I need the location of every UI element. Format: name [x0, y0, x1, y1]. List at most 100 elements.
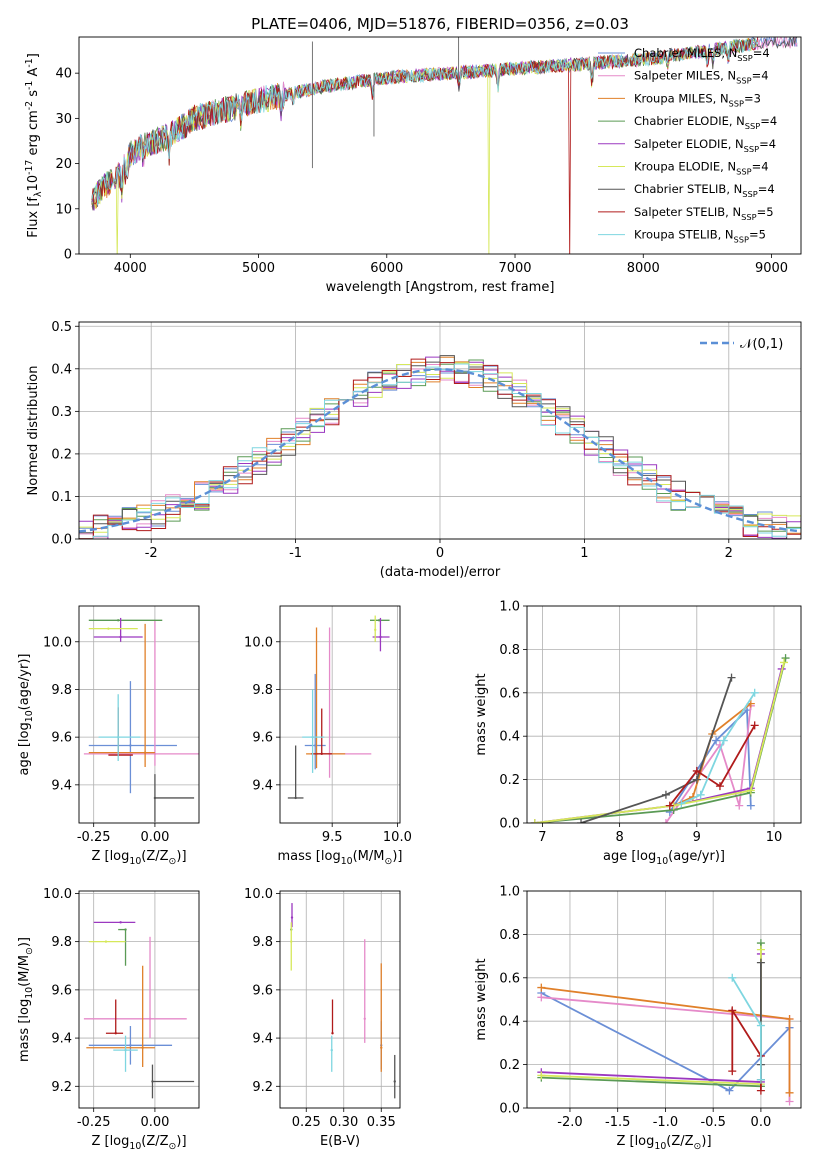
x-tick-label: 1 [580, 546, 588, 561]
legend-entry: Kroupa MILES, NSSP=3 [634, 91, 761, 108]
plot-area [83, 617, 199, 822]
x-tick-label: -2.0 [557, 1115, 582, 1130]
legend: Chabrier MILES, NSSP=4 Salpeter MILES, NS… [598, 46, 777, 245]
weight-line [665, 705, 752, 823]
x-axis-label: Z [log10(Z/Z⊙)] [616, 1134, 711, 1152]
weight-marker [756, 945, 765, 954]
weight-marker [746, 801, 755, 810]
legend-entry: Chabrier MILES, NSSP=4 [634, 46, 770, 63]
axes-frame [78, 321, 802, 540]
data-point [290, 916, 294, 919]
x-tick-label: 0.25 [292, 1115, 321, 1130]
x-axis-label: Z [log10(Z/Z⊙)] [91, 1134, 186, 1152]
weight-marker [661, 790, 670, 799]
x-axis-label: mass [log10(M/M⊙)] [278, 849, 403, 867]
weight-marker [677, 799, 686, 808]
spectrum-line [91, 37, 798, 211]
weight-marker [537, 983, 546, 992]
weight-line [541, 953, 762, 1083]
weight-marker [692, 766, 701, 775]
weight-marker [746, 786, 755, 795]
data-point [114, 1032, 117, 1035]
legend-entry: Salpeter ELODIE, NSSP=4 [634, 137, 776, 154]
weight-marker [696, 790, 705, 799]
weight-line [681, 692, 756, 805]
data-point [141, 1046, 144, 1049]
legend-entry: Kroupa ELODIE, NSSP=4 [634, 160, 769, 177]
x-tick-label: -0.5 [700, 1115, 725, 1130]
data-point [107, 627, 110, 630]
y-tick-label: 9.4 [252, 778, 273, 793]
y-tick-label: 9.2 [252, 1080, 273, 1095]
y-tick-label: 9.6 [252, 731, 273, 746]
data-point [363, 1017, 366, 1020]
x-axis-label: age [log10(age/yr)] [603, 849, 725, 867]
x-tick-label: 10 [766, 830, 783, 845]
data-point [379, 635, 382, 639]
data-point [119, 921, 122, 924]
x-tick-label: 0.35 [367, 1115, 396, 1130]
spectrum-line [91, 38, 759, 206]
x-tick-label: -1 [289, 546, 302, 561]
data-point [129, 1044, 132, 1047]
axes-frame [78, 605, 200, 824]
spectrum-line [91, 37, 759, 254]
legend-entry: Kroupa STELIB, NSSP=5 [634, 228, 766, 245]
weight-line [541, 949, 762, 1086]
y-tick-label: 9.6 [252, 983, 273, 998]
y-tick-label: 9.8 [51, 935, 72, 950]
y-tick-label: 20 [55, 157, 72, 172]
axes-residuals: -2 -1 0 1 2 0.0 0.1 0.2 0.3 0.4 0.5 (data-model)/er… [26, 320, 802, 580]
x-tick-label: 7 [538, 830, 546, 845]
weight-marker [728, 1067, 737, 1076]
weight-marker [781, 654, 790, 663]
y-axis-label: age [log10(age/yr)] [17, 654, 35, 776]
y-tick-label: 10.0 [43, 635, 72, 650]
x-tick-label: 9 [693, 830, 701, 845]
data-point [124, 1048, 127, 1052]
data-point [330, 1048, 333, 1052]
y-tick-label: 0.5 [51, 320, 72, 335]
y-axis-label: Normed distribution [26, 366, 41, 496]
weight-marker [537, 993, 546, 1002]
figure-title: PLATE=0406, MJD=51876, FIBERID=0356, z=0… [251, 15, 629, 33]
data-point [129, 744, 132, 747]
axes-age_vs_Z: -0.25 0.00 9.4 9.6 9.8 10.0 Z [log10(Z/Z⊙)] age… [17, 605, 200, 867]
weight-line [580, 677, 733, 823]
x-tick-label: 9000 [755, 261, 788, 276]
y-tick-label: 9.4 [51, 778, 72, 793]
axes-frame [526, 605, 802, 824]
plot-area [530, 654, 790, 823]
x-axis-label: wavelength [Angstrom, rest frame] [326, 280, 555, 295]
weight-marker [750, 688, 759, 697]
x-tick-label: 0.0 [751, 1115, 772, 1130]
y-axis-label: mass weight [474, 673, 489, 755]
data-point [104, 940, 108, 943]
x-tick-label: 0.30 [329, 1115, 358, 1130]
data-point [380, 1046, 383, 1049]
x-tick-label: -2 [145, 546, 158, 561]
weight-marker [661, 819, 670, 823]
data-point [320, 752, 323, 756]
weight-marker [756, 1075, 765, 1084]
data-point [116, 735, 120, 739]
y-tick-label: 9.4 [51, 1032, 72, 1047]
y-tick-label: 10.0 [43, 887, 72, 902]
x-tick-label: 2 [725, 546, 733, 561]
y-tick-label: 0.0 [499, 817, 520, 832]
y-tick-label: 0.0 [51, 533, 72, 548]
y-tick-label: 9.8 [51, 683, 72, 698]
y-tick-label: 0.3 [51, 405, 72, 420]
weight-marker [727, 673, 736, 682]
weight-marker [728, 1006, 737, 1015]
y-tick-label: 1.0 [499, 600, 520, 615]
weight-line [731, 1007, 762, 1091]
y-tick-label: 9.6 [51, 983, 72, 998]
weight-marker [715, 782, 724, 791]
weight-line [673, 702, 752, 807]
axes-frame [78, 890, 200, 1109]
y-tick-label: 40 [55, 67, 72, 82]
plot-area [287, 615, 390, 800]
y-axis-label: mass weight [474, 958, 489, 1040]
data-point [124, 928, 127, 931]
